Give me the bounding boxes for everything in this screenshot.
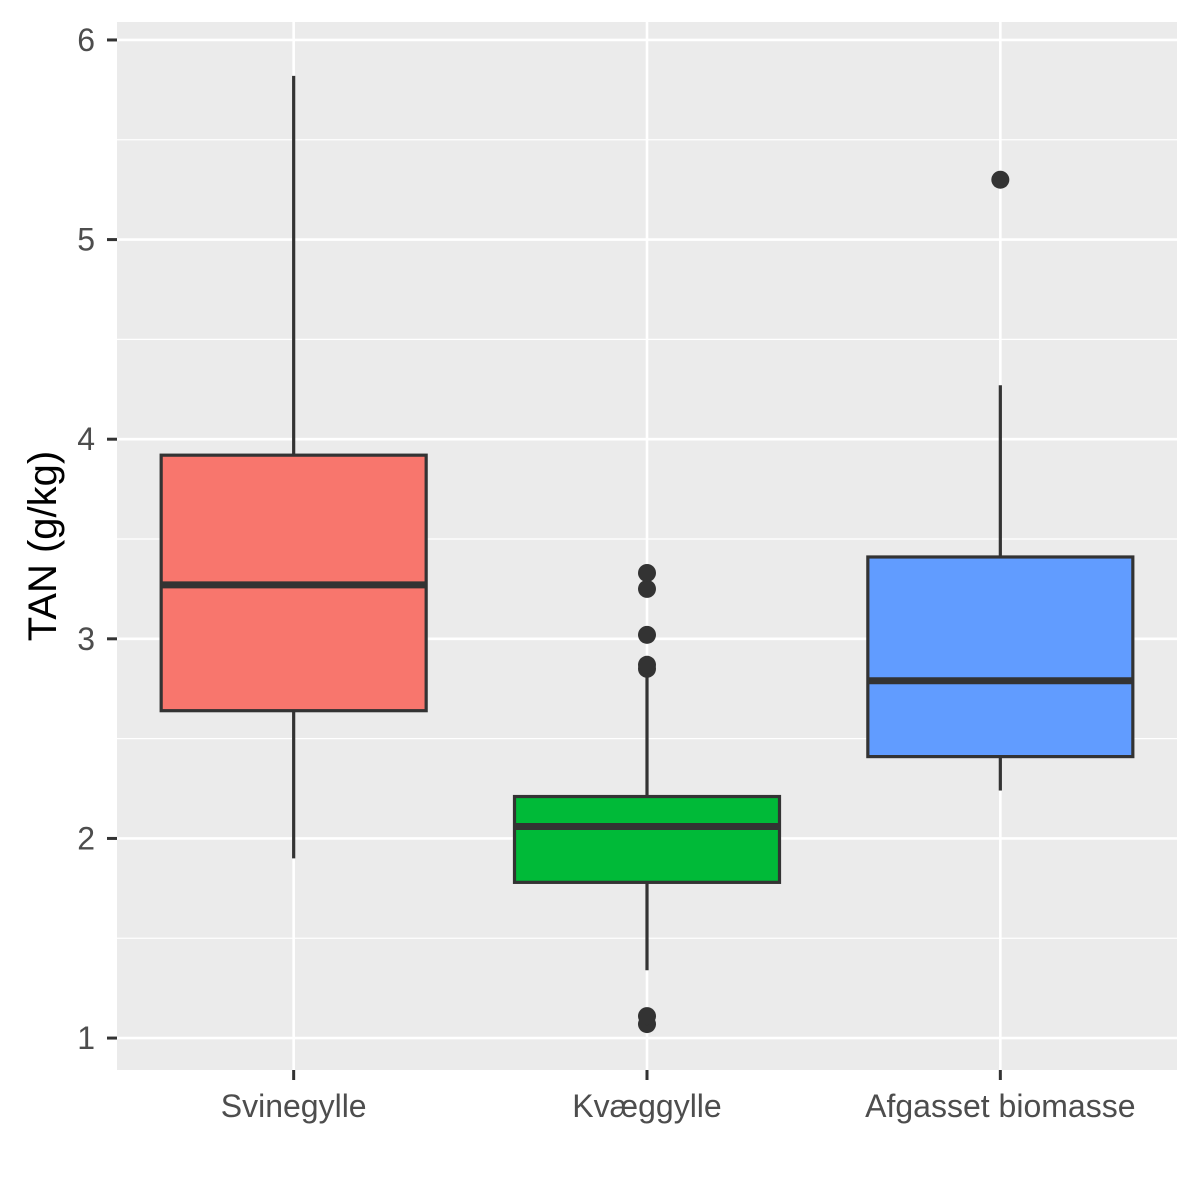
y-tick-label: 1 <box>77 1020 95 1056</box>
box-group-svinegylle <box>159 75 428 859</box>
box <box>866 555 1135 759</box>
y-tick-label: 6 <box>77 22 95 58</box>
y-axis-title: TAN (g/kg) <box>21 451 65 641</box>
y-axis: 1 2 3 4 5 6 <box>77 22 117 1056</box>
outlier-point <box>638 1007 656 1026</box>
x-tick-label: Afgasset biomasse <box>865 1088 1135 1124</box>
x-axis: Svinegylle Kvæggylle Afgasset biomasse <box>221 1070 1136 1124</box>
x-tick-label: Svinegylle <box>221 1088 367 1124</box>
y-tick-label: 2 <box>77 820 95 856</box>
y-tick-label: 4 <box>77 421 95 457</box>
box-group-afgasset-biomasse <box>866 170 1135 791</box>
outlier-point <box>638 563 656 582</box>
outlier-point <box>638 655 656 674</box>
y-tick-label: 3 <box>77 621 95 657</box>
boxes-layer <box>159 75 1135 1034</box>
box <box>512 794 782 884</box>
y-tick-label: 5 <box>77 222 95 258</box>
outlier-point <box>638 579 656 598</box>
box-group-kvæggylle <box>512 563 782 1034</box>
outlier-point <box>991 170 1010 189</box>
x-tick-label: Kvæggylle <box>572 1088 721 1124</box>
outlier-point <box>638 625 656 644</box>
